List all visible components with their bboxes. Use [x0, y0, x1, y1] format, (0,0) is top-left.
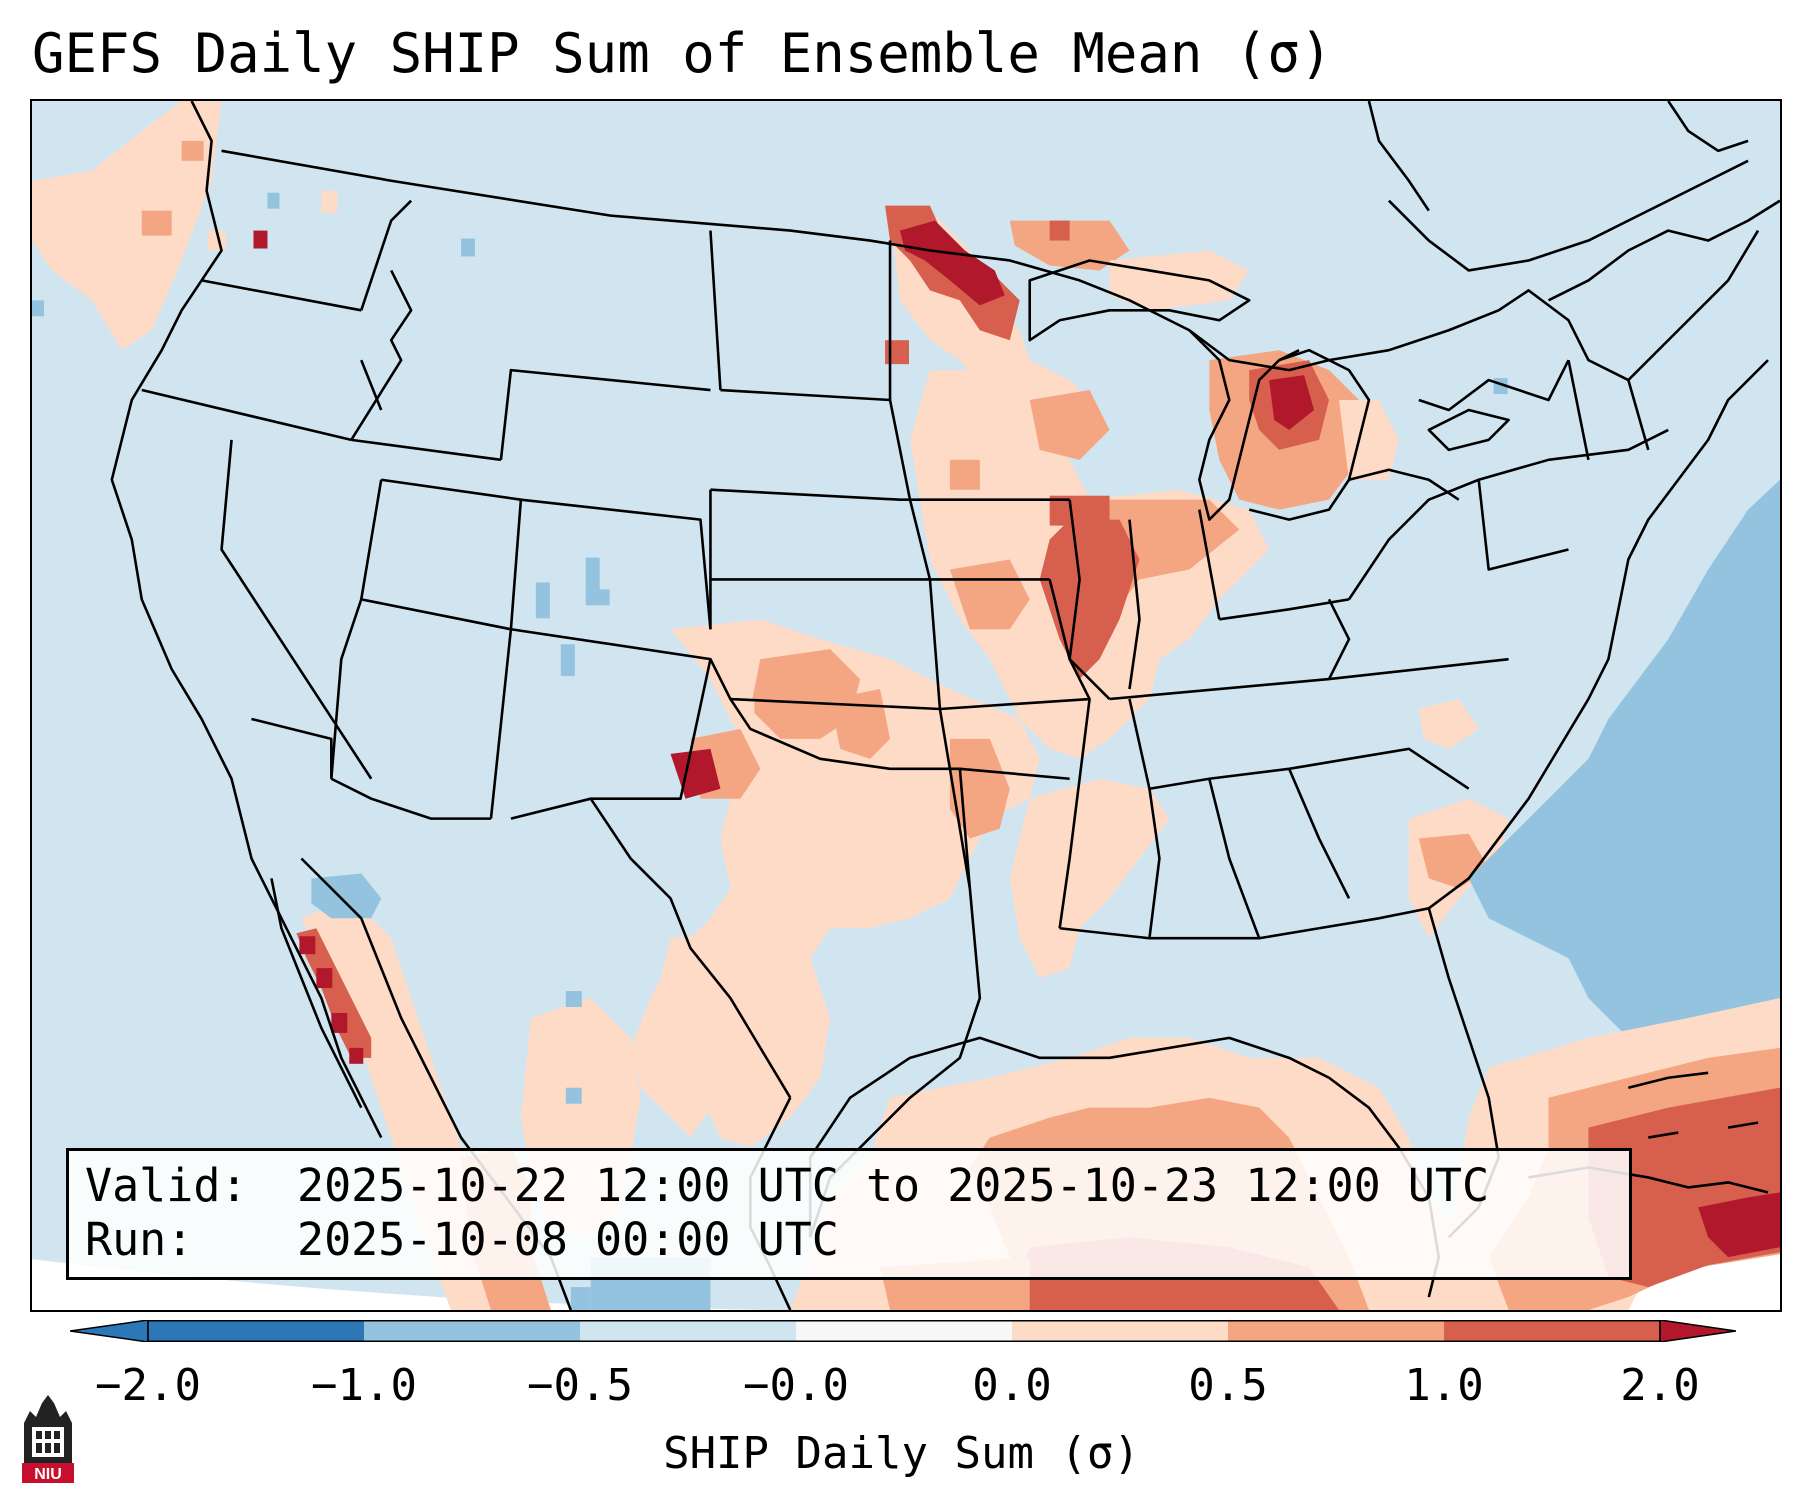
run-value: 2025-10-08 00:00 UTC: [297, 1213, 839, 1266]
valid-line: Valid: 2025-10-22 12:00 UTC to 2025-10-23…: [85, 1159, 1613, 1213]
colorbar-segment: [796, 1320, 1012, 1342]
valid-value: 2025-10-22 12:00 UTC to 2025-10-23 12:00…: [297, 1159, 1490, 1212]
colorbar-segment: [1444, 1320, 1660, 1342]
boundary-lines: [110, 101, 1780, 1310]
colorbar-outline: [147, 1320, 1661, 1342]
colorbar-segment: [364, 1320, 580, 1342]
colorbar-over-arrow: [1659, 1320, 1736, 1342]
map-canvas: [32, 101, 1780, 1310]
colorbar-tick-label: 1.0: [1404, 1360, 1484, 1411]
colorbar-segment: [580, 1320, 796, 1342]
colorbar-tick-label: −1.0: [311, 1360, 417, 1411]
valid-label: Valid:: [85, 1159, 248, 1212]
colorbar-tick-label: 2.0: [1620, 1360, 1700, 1411]
run-label: Run:: [85, 1213, 194, 1266]
colorbar-segment: [1228, 1320, 1444, 1342]
colorbar-label: SHIP Daily Sum (σ): [663, 1428, 1140, 1479]
logo-text: NIU: [34, 1466, 62, 1483]
colorbar-tick-label: 0.5: [1188, 1360, 1268, 1411]
colorbar-tick-label: −2.0: [95, 1360, 201, 1411]
niu-logo-icon: NIU: [22, 1395, 74, 1483]
colorbar-tick-label: −0.5: [527, 1360, 633, 1411]
map-title: GEFS Daily SHIP Sum of Ensemble Mean (σ): [32, 22, 1333, 85]
validity-info-box: Valid: 2025-10-22 12:00 UTC to 2025-10-23…: [66, 1148, 1632, 1280]
run-line: Run: 2025-10-08 00:00 UTC: [85, 1213, 1613, 1267]
colorbar: [70, 1320, 1736, 1342]
colorbar-segment: [148, 1320, 364, 1342]
colorbar-tick-label: 0.0: [972, 1360, 1052, 1411]
colorbar-tick-label: −0.0: [743, 1360, 849, 1411]
colorbar-segment: [1012, 1320, 1228, 1342]
map-panel: [30, 99, 1782, 1312]
colorbar-under-arrow: [70, 1320, 149, 1342]
